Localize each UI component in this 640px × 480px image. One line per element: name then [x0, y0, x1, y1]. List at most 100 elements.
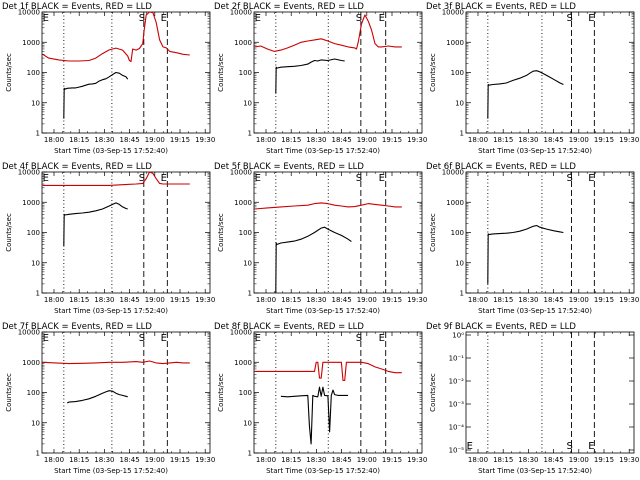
x-axis-label: Start Time (03-Sep-15 17:52:40): [478, 307, 592, 315]
y-tick-label: 100: [239, 69, 252, 77]
panel-title: Det 8f BLACK = Events, RED = LLD: [214, 322, 364, 332]
marker-s: S: [356, 13, 362, 24]
x-tick-label: 18:30: [518, 456, 538, 464]
panel-3: Det 3f BLACK = Events, RED = LLD 1 10 100 10…: [426, 2, 639, 155]
x-axis-label: Start Time (03-Sep-15 17:52:40): [266, 467, 380, 475]
x-tick-label: 18:45: [120, 136, 140, 144]
panel-title: Det 1f BLACK = Events, RED = LLD: [2, 2, 152, 12]
x-tick-label: 18:30: [518, 296, 538, 304]
x-axis-label: Start Time (03-Sep-15 17:52:40): [54, 147, 168, 155]
marker-e: E: [161, 333, 167, 344]
y-tick-label: 1000: [234, 199, 252, 207]
series-lld: [254, 14, 402, 52]
y-tick-label: 100: [451, 229, 464, 237]
series-lld: [42, 171, 190, 186]
marker-e: E: [467, 441, 473, 452]
x-tick-label: 19:15: [594, 296, 614, 304]
x-tick-label: 19:15: [594, 136, 614, 144]
marker-e: E: [255, 173, 261, 184]
series-events: [487, 224, 564, 284]
y-tick-label: 10000: [18, 169, 40, 177]
x-tick-label: 19:30: [195, 296, 215, 304]
x-tick-label: 18:00: [468, 456, 488, 464]
panel-4: Det 4f BLACK = Events, RED = LLD 1 10 100 10…: [2, 162, 215, 315]
x-tick-label: 19:30: [407, 296, 427, 304]
x-tick-label: 18:30: [518, 136, 538, 144]
x-tick-label: 19:00: [145, 456, 165, 464]
y-tick-label: 10⁻⁵: [449, 447, 465, 455]
series-events: [275, 58, 345, 94]
x-tick-label: 18:00: [44, 456, 64, 464]
y-tick-label: 10: [243, 99, 252, 107]
panel-title: Det 9f BLACK = Events, RED = LLD: [426, 322, 576, 332]
series-events: [275, 226, 352, 294]
y-axis-label: Counts/sec: [217, 53, 225, 92]
y-tick-label: 100: [451, 69, 464, 77]
plot-frame: [253, 331, 423, 454]
marker-e: E: [43, 173, 49, 184]
x-tick-label: 18:00: [256, 296, 276, 304]
x-tick-label: 18:30: [306, 136, 326, 144]
y-tick-label: 1000: [22, 39, 40, 47]
y-tick-label: 100: [239, 229, 252, 237]
marker-e: E: [379, 173, 385, 184]
x-tick-label: 18:15: [281, 136, 301, 144]
marker-s: S: [139, 173, 145, 184]
x-tick-label: 18:45: [120, 456, 140, 464]
x-tick-label: 18:00: [44, 136, 64, 144]
marker-e: E: [588, 13, 594, 24]
panel-5: Det 5f BLACK = Events, RED = LLD 1 10 100 10…: [214, 162, 427, 315]
y-tick-label: 10000: [442, 169, 464, 177]
panel-title: Det 3f BLACK = Events, RED = LLD: [426, 2, 576, 12]
x-tick-label: 18:00: [468, 296, 488, 304]
y-tick-label: 10⁻¹: [449, 355, 465, 363]
x-tick-label: 18:15: [493, 296, 513, 304]
y-tick-label: 1: [36, 130, 40, 138]
marker-e: E: [43, 13, 49, 24]
marker-e: E: [161, 173, 167, 184]
y-tick-label: 10: [31, 259, 40, 267]
plot-frame: [41, 171, 211, 294]
x-tick-label: 18:00: [256, 456, 276, 464]
y-tick-label: 1: [36, 450, 40, 458]
x-tick-label: 18:15: [69, 136, 89, 144]
x-tick-label: 18:15: [493, 456, 513, 464]
x-tick-label: 19:15: [382, 296, 402, 304]
y-tick-label: 10000: [230, 169, 252, 177]
y-tick-label: 10⁻⁴: [449, 424, 465, 432]
series-lld: [42, 11, 190, 63]
marker-e: E: [255, 13, 261, 24]
y-tick-label: 1: [248, 450, 252, 458]
y-tick-label: 1000: [234, 359, 252, 367]
x-tick-label: 18:00: [256, 136, 276, 144]
x-tick-label: 19:00: [357, 296, 377, 304]
x-tick-label: 19:30: [619, 456, 639, 464]
x-axis-label: Start Time (03-Sep-15 17:52:40): [266, 307, 380, 315]
marker-e: E: [379, 333, 385, 344]
y-tick-label: 10000: [18, 9, 40, 17]
y-tick-label: 1000: [22, 359, 40, 367]
marker-e: E: [43, 333, 49, 344]
y-tick-label: 10: [243, 259, 252, 267]
y-tick-label: 10: [31, 99, 40, 107]
x-tick-label: 18:15: [69, 296, 89, 304]
panel-1: Det 1f BLACK = Events, RED = LLD 1 10 100 10…: [2, 2, 215, 155]
x-tick-label: 18:00: [44, 296, 64, 304]
x-axis-label: Start Time (03-Sep-15 17:52:40): [54, 307, 168, 315]
y-axis-label: Counts/sec: [217, 213, 225, 252]
panel-title: Det 2f BLACK = Events, RED = LLD: [214, 2, 364, 12]
x-tick-label: 19:30: [619, 296, 639, 304]
y-tick-label: 1000: [22, 199, 40, 207]
x-axis-label: Start Time (03-Sep-15 17:52:40): [478, 147, 592, 155]
x-axis-label: Start Time (03-Sep-15 17:52:40): [266, 147, 380, 155]
x-tick-label: 19:00: [569, 136, 589, 144]
y-axis-label: Counts/sec: [217, 373, 225, 412]
panel-title: Det 5f BLACK = Events, RED = LLD: [214, 162, 364, 172]
y-tick-label: 100: [27, 69, 40, 77]
panel-7: Det 7f BLACK = Events, RED = LLD 1 10 100 10…: [2, 322, 215, 475]
y-tick-label: 10000: [18, 329, 40, 337]
x-tick-label: 18:30: [94, 296, 114, 304]
y-axis-label: Counts/sec: [429, 213, 437, 252]
